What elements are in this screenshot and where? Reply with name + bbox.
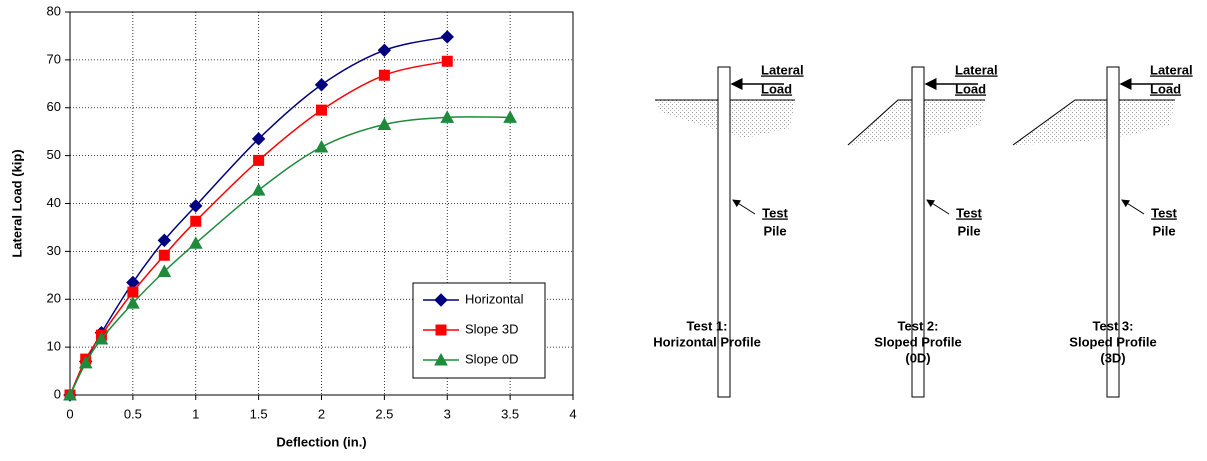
caption: Test 2: — [898, 318, 939, 333]
pile-label: Test — [956, 205, 982, 220]
point — [127, 286, 139, 298]
legend-label: Slope 3D — [465, 321, 518, 336]
load-label: Lateral — [1150, 62, 1193, 77]
y-axis-label: Lateral Load (kip) — [9, 149, 24, 257]
pile-label: Pile — [763, 223, 786, 238]
load-label: Load — [955, 81, 986, 96]
leader — [1121, 199, 1145, 215]
x-tick-label: 3.5 — [501, 406, 519, 421]
caption: Horizontal Profile — [653, 334, 761, 349]
point — [377, 117, 392, 131]
x-tick-label: 1.5 — [250, 406, 268, 421]
legend-marker — [435, 324, 447, 336]
leader — [926, 199, 950, 215]
leader — [732, 199, 756, 215]
caption: Sloped Profile — [1069, 334, 1156, 349]
y-tick-label: 10 — [47, 339, 61, 354]
y-tick-label: 0 — [54, 386, 61, 401]
point — [94, 331, 109, 345]
load-label: Lateral — [761, 62, 804, 77]
soil — [1013, 100, 1175, 145]
point — [251, 183, 266, 196]
legend: Horizontal Slope 3D Slope 0D — [412, 282, 546, 379]
diagram: Lateral Load Test Pile Test 1: Horizonta… — [653, 62, 1193, 398]
point — [503, 110, 517, 123]
caption: (0D) — [905, 350, 930, 365]
y-tick-label: 20 — [47, 291, 61, 306]
y-tick-label: 80 — [47, 3, 61, 18]
load-label: Lateral — [955, 62, 998, 77]
x-tick-label: 2.5 — [375, 406, 393, 421]
load-label: Load — [1150, 81, 1181, 96]
point — [63, 387, 77, 401]
ground — [847, 99, 985, 146]
x-tick-label: 2 — [318, 406, 325, 421]
legend-label: Horizontal — [465, 291, 524, 306]
panel: Lateral Load Test Pile Test 1: Horizonta… — [653, 62, 804, 398]
x-tick-label: 1 — [192, 406, 199, 421]
pile-label: Pile — [957, 223, 980, 238]
y-tick-label: 50 — [47, 147, 61, 162]
panel: Lateral Load Test Pile Test 3: Sloped Pr… — [1012, 62, 1193, 398]
point — [316, 104, 327, 116]
load-label: Load — [761, 81, 792, 96]
legend-marker — [434, 293, 448, 307]
x-axis-label: Deflection (in.) — [276, 434, 366, 449]
point — [440, 30, 454, 44]
y-tick-label: 30 — [47, 243, 61, 258]
point — [158, 249, 170, 261]
series-line — [69, 60, 448, 396]
x-tick-label: 4 — [569, 406, 576, 421]
point — [251, 132, 266, 146]
point — [190, 215, 202, 227]
ground — [1012, 99, 1175, 146]
point — [314, 78, 329, 92]
x-tick-label: 3 — [444, 406, 451, 421]
panel: Lateral Load Test Pile Test 2: Sloped Pr… — [847, 62, 998, 398]
point — [441, 55, 453, 67]
pile — [1106, 66, 1120, 398]
pile — [717, 66, 731, 398]
x-tick-label: 0 — [66, 406, 73, 421]
point — [253, 154, 265, 166]
point — [440, 110, 455, 123]
y-tick-label: 70 — [47, 51, 61, 66]
y-tick-label: 40 — [47, 195, 61, 210]
point — [126, 296, 140, 309]
plot-border — [69, 11, 574, 396]
point — [189, 199, 203, 213]
pile-label: Test — [762, 205, 788, 220]
caption: Test 3: — [1093, 318, 1134, 333]
legend-marker — [434, 352, 448, 366]
legend-label: Slope 0D — [465, 351, 518, 366]
pile — [911, 66, 925, 398]
caption: (3D) — [1100, 350, 1125, 365]
point — [157, 264, 172, 277]
chart: 0 10 20 30 40 50 60 70 80 0 0.5 1 1.5 2 2.5 3 3.5 4 Deflec… — [9, 3, 576, 449]
pile-label: Test — [1151, 205, 1177, 220]
caption: Test 1: — [687, 318, 728, 333]
point — [157, 233, 172, 248]
pile-label: Pile — [1152, 223, 1175, 238]
point — [78, 355, 93, 369]
point — [378, 69, 390, 81]
caption: Sloped Profile — [874, 334, 961, 349]
point — [314, 139, 329, 153]
series-line — [69, 116, 511, 396]
point — [188, 236, 203, 249]
x-tick-label: 0.5 — [124, 406, 142, 421]
y-tick-label: 60 — [47, 99, 61, 114]
point — [377, 43, 392, 58]
